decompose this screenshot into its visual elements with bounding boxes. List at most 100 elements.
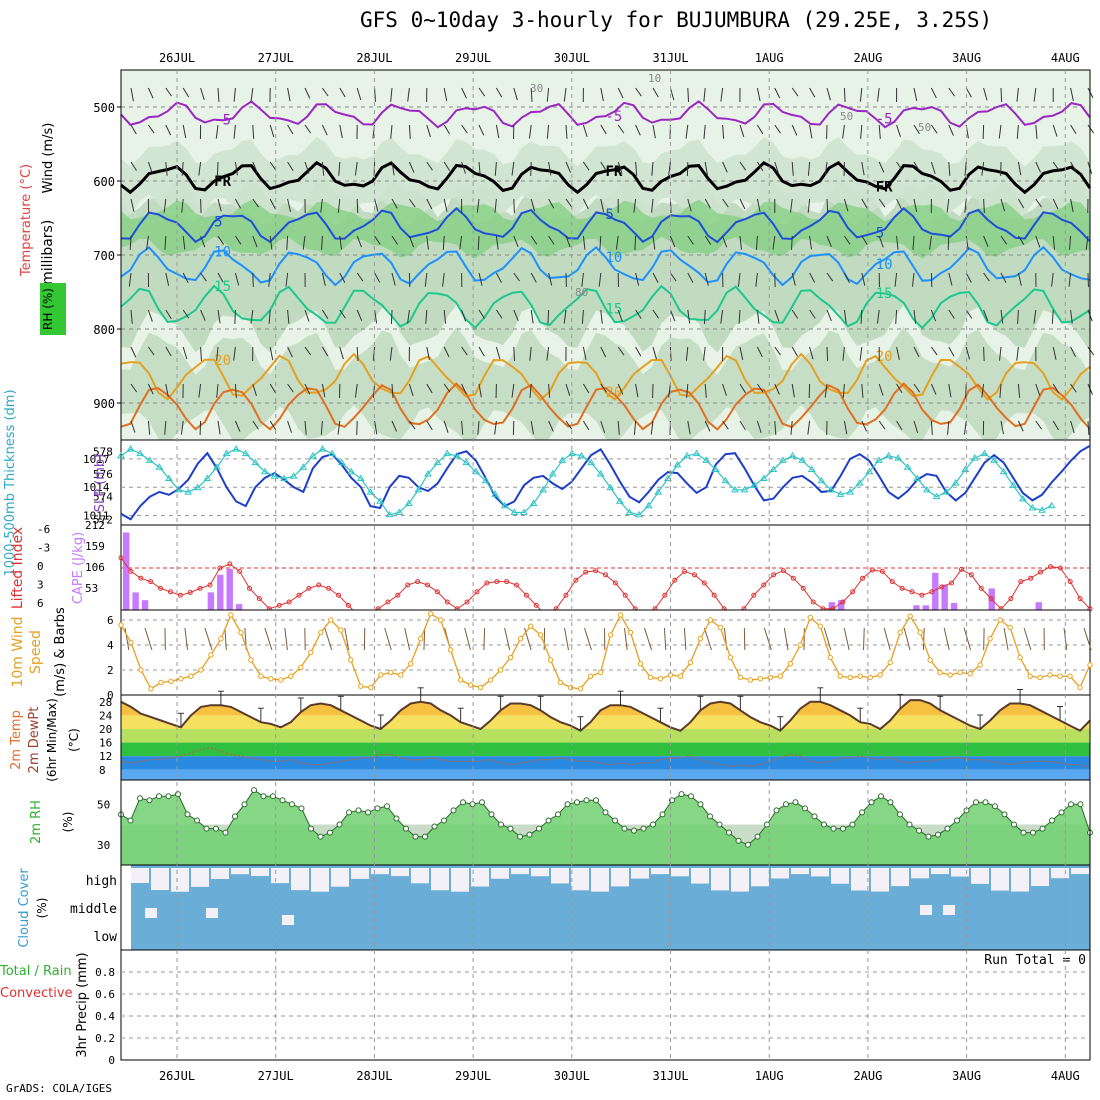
thickness-point (193, 483, 202, 491)
wind-barb (321, 383, 326, 398)
wind-barb (600, 124, 607, 135)
date-label-bottom: 4AUG (1051, 1069, 1080, 1083)
wind-barb (181, 161, 184, 176)
wind-barb (947, 420, 950, 435)
wind-barb (948, 87, 955, 97)
precip-tick-label: 0.4 (95, 1010, 115, 1023)
wind-point (1037, 674, 1043, 681)
ylabel-speed: Speed (28, 630, 44, 674)
wind-barb (565, 161, 572, 173)
rh-point (260, 793, 267, 800)
wind-barb (896, 198, 902, 210)
rh-point (621, 825, 628, 832)
wind-barb (981, 161, 985, 176)
thickness-point (376, 497, 384, 504)
wind-barb (269, 420, 277, 431)
wind-barb (391, 420, 398, 432)
wind-barb (600, 309, 603, 324)
thickness-point (222, 449, 231, 457)
ylabel-cloud: Cloud Cover (17, 868, 32, 948)
wind-barb (234, 235, 242, 245)
thickness-point (970, 454, 979, 461)
cape-tick-label: 53 (85, 582, 98, 595)
wind-barb (530, 235, 538, 245)
thickness-point (750, 481, 759, 488)
wind-point (597, 669, 604, 676)
wind-barb (163, 198, 167, 213)
wind-barb (513, 272, 520, 282)
rh-point (327, 829, 333, 836)
wind-barb (199, 420, 202, 435)
isotherm-FR (120, 160, 1092, 195)
wind-barb (565, 420, 573, 430)
wind-barb (287, 161, 294, 171)
date-label-bottom: 1AUG (755, 1069, 784, 1083)
rh-point (555, 811, 561, 818)
wind-barb (600, 383, 607, 393)
wind-point (727, 654, 734, 661)
wind-barb (930, 383, 937, 395)
wind-barb (703, 124, 706, 139)
wind-barb (704, 420, 711, 432)
wind-barb (478, 87, 486, 97)
wind-barb (720, 87, 724, 102)
li-point (434, 589, 440, 595)
li-point (128, 568, 134, 574)
wind-point (577, 686, 584, 692)
date-label-top: 30JUL (554, 51, 590, 65)
wind-point (917, 629, 923, 636)
isotherm-10 (120, 245, 1091, 287)
date-label-top: 3AUG (952, 51, 981, 65)
wind-barb (930, 346, 938, 356)
thickness-point (625, 508, 634, 516)
temp-band (121, 756, 1090, 770)
wind-barb-10m (1083, 627, 1092, 651)
wind-barb (443, 420, 449, 433)
rh-point (859, 809, 865, 816)
wind-point (358, 683, 364, 689)
isotherm-label: FR (876, 179, 893, 195)
cloud-high-bar (231, 868, 249, 875)
rh-point (526, 831, 533, 838)
wind-barb (983, 309, 989, 322)
wind-point (208, 652, 214, 658)
rh-point (412, 833, 419, 840)
wind-barb (200, 235, 206, 248)
isotherm-label: -5 (876, 112, 893, 128)
date-label-top: 1AUG (755, 51, 784, 65)
date-label-bottom: 30JUL (554, 1069, 590, 1083)
wind-barb (704, 198, 711, 209)
wind-barb (739, 161, 747, 171)
wind-barb (878, 420, 886, 430)
date-label-top: 28JUL (356, 51, 392, 65)
wind-barb (165, 346, 172, 357)
wind-barb-10m (903, 627, 911, 651)
wind-barb (130, 420, 136, 433)
thickness-point (807, 465, 816, 472)
wind-barb (354, 383, 358, 398)
li-point (1038, 569, 1044, 575)
wind-barb (930, 161, 936, 174)
wind-point (537, 632, 544, 638)
wind-point (827, 654, 833, 661)
wind-barb (1035, 420, 1042, 430)
rh-point (992, 803, 998, 810)
wind-barb (598, 272, 602, 287)
thickness-point (318, 445, 327, 452)
wind-barb (198, 161, 202, 176)
thickness-point (683, 451, 691, 459)
wind-barb (200, 87, 205, 101)
isotherm-label: 10 (876, 257, 893, 273)
wind-barb (513, 235, 519, 248)
wind-barb (737, 272, 741, 287)
wind-barb (250, 309, 254, 324)
cape-tick-label: 212 (85, 519, 105, 532)
wind-barb (929, 235, 932, 250)
li-point (860, 575, 866, 581)
wind-barb (443, 124, 450, 135)
thickness-point (232, 445, 241, 452)
wind-barb (913, 383, 921, 393)
thickness-point (596, 470, 605, 477)
chart-title: GFS 0~10day 3-hourly for BUJUMBURA (29.2… (360, 8, 993, 32)
cloud-high-bar (811, 868, 829, 877)
